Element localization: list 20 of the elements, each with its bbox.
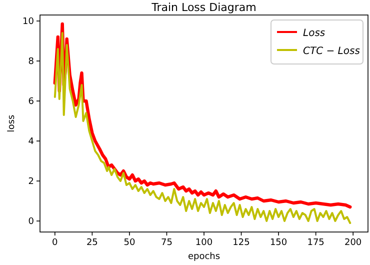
y-tick-label: 6	[28, 97, 34, 108]
x-tick-label: 25	[86, 238, 98, 248]
x-tick-label: 150	[270, 238, 288, 248]
x-tick-label: 100	[195, 238, 213, 248]
legend-label: CTC − Loss	[303, 46, 360, 57]
y-tick-label: 10	[22, 17, 34, 28]
chart-title: Train Loss Diagram	[150, 1, 256, 14]
x-tick-label: 75	[161, 238, 172, 248]
x-tick-label: 200	[344, 238, 362, 248]
x-tick-label: 50	[124, 238, 136, 248]
y-tick-label: 2	[28, 177, 34, 188]
y-tick-label: 8	[28, 57, 34, 68]
y-axis-title: loss	[7, 114, 17, 132]
x-tick-label: 175	[307, 238, 324, 248]
x-tick-label: 125	[232, 238, 250, 248]
legend-label: Loss	[303, 28, 326, 39]
x-tick-label: 0	[52, 238, 58, 248]
y-tick-label: 0	[28, 217, 34, 228]
y-tick-label: 4	[28, 137, 34, 148]
x-axis-title: epochs	[188, 252, 220, 262]
